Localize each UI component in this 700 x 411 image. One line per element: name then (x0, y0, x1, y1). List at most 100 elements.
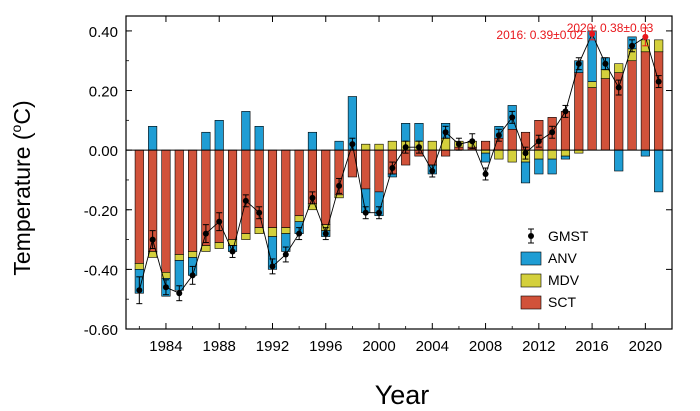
legend-swatch-anv (520, 251, 542, 266)
bar-sct-2008 (481, 140, 491, 151)
legend-label-mdv: MDV (548, 272, 580, 288)
bar-anv-1987 (201, 131, 211, 151)
gmst-point-2003 (415, 144, 422, 151)
x-tick-label: 2000 (362, 338, 395, 355)
x-tick-label: 1984 (149, 338, 182, 355)
gmst-point-2015 (575, 60, 582, 67)
y-tick-label: -0.60 (84, 322, 118, 339)
x-tick-label: 1992 (256, 338, 289, 355)
gmst-point-1993 (282, 251, 289, 258)
gmst-point-2019 (629, 42, 636, 49)
bar-mdv-2021 (654, 39, 664, 53)
bars-group (134, 30, 664, 297)
gmst-point-1995 (309, 194, 316, 201)
bar-mdv-1991 (254, 227, 264, 234)
bar-sct-2015 (574, 72, 584, 151)
legend-gmst-marker (528, 233, 534, 239)
gmst-point-1989 (229, 248, 236, 255)
y-axis: -0.60 -0.40 -0.20 0.00 0.20 0.40 (84, 24, 672, 339)
gmst-point-2007 (469, 138, 476, 145)
bar-sct-1985 (174, 149, 184, 255)
x-tick-label: 2012 (522, 338, 555, 355)
bar-sct-1984 (161, 149, 171, 273)
bar-anv-2003 (414, 123, 424, 142)
bar-sct-2017 (600, 78, 610, 151)
gmst-point-2009 (495, 132, 502, 139)
y-tick-label: 0.40 (89, 24, 118, 41)
bar-mdv-1986 (188, 251, 198, 258)
gmst-point-1998 (349, 141, 356, 148)
bar-anv-2008 (481, 152, 491, 163)
bar-mdv-1992 (267, 227, 278, 237)
bar-mdv-2018 (614, 63, 624, 73)
bar-mdv-1982 (134, 263, 144, 270)
bar-mdv-1993 (281, 227, 291, 234)
bar-sct-1994 (294, 149, 304, 217)
bar-sct-1986 (188, 149, 198, 252)
gmst-point-2006 (455, 141, 462, 148)
bar-sct-2016 (587, 87, 597, 151)
annotation-2016: 2016: 0.39±0.02 (496, 28, 583, 42)
x-axis-title: Year (375, 380, 430, 410)
x-tick-label: 2004 (416, 338, 449, 355)
legend-label-anv: ANV (548, 250, 577, 266)
bar-anv-1983 (148, 125, 158, 151)
gmst-point-1991 (256, 209, 263, 216)
gmst-point-2005 (442, 129, 449, 136)
gmst-point-2012 (535, 138, 542, 145)
x-tick-label: 2016 (575, 338, 608, 355)
bar-mdv-2004 (427, 140, 437, 151)
bar-sct-1992 (267, 149, 278, 228)
bar-mdv-2009 (494, 149, 504, 160)
gmst-point-2021 (655, 78, 662, 85)
gmst-point-1986 (189, 272, 196, 279)
bar-anv-1995 (307, 131, 317, 151)
legend-swatch-mdv (520, 273, 542, 288)
gmst-point-1996 (322, 230, 329, 237)
y-axis-title-text: Temperature ( (9, 132, 35, 276)
y-tick-label: 0.00 (89, 143, 118, 160)
gmst-line (138, 32, 660, 294)
y-axis-title-sup: o (8, 124, 24, 132)
bar-mdv-1987 (201, 245, 211, 252)
gmst-point-2013 (549, 129, 556, 136)
bar-anv-2011 (520, 161, 531, 184)
y-tick-label: 0.20 (89, 84, 118, 101)
gmst-point-1987 (202, 230, 209, 237)
gmst-point-1994 (296, 230, 303, 237)
legend-label-gmst: GMST (548, 228, 589, 244)
bar-sct-2021 (654, 51, 664, 151)
bar-sct-1990 (241, 149, 251, 234)
gmst-point-2011 (522, 150, 529, 157)
legend: GMST ANV MDV SCT (520, 228, 589, 310)
gmst-point-2016 (589, 30, 596, 37)
bar-sct-2010 (507, 128, 517, 151)
gmst-point-1985 (176, 290, 183, 297)
gmst-point-2008 (482, 170, 489, 177)
bar-sct-1993 (281, 149, 291, 228)
gmst-point-1997 (336, 182, 343, 189)
bar-mdv-2012 (534, 149, 544, 160)
bar-mdv-1994 (294, 215, 304, 222)
bar-anv-1990 (241, 111, 251, 151)
bar-mdv-2000 (374, 143, 384, 151)
y-axis-title: Temperature (oC) (8, 100, 35, 275)
bar-mdv-1999 (361, 143, 371, 151)
gmst-point-1983 (149, 236, 156, 243)
gmst-point-1999 (362, 209, 369, 216)
legend-swatch-sct (520, 295, 542, 310)
annotation-2020: 2020: 0.38±0.03 (567, 21, 654, 35)
gmst-point-1988 (216, 218, 223, 225)
gmst-point-2002 (402, 144, 409, 151)
gmst-point-2000 (376, 209, 383, 216)
x-tick-label: 2020 (629, 338, 662, 355)
bar-anv-2014 (560, 155, 571, 160)
bar-anv-1997 (334, 140, 344, 151)
gmst-point-1992 (269, 263, 276, 270)
bar-mdv-2001 (387, 140, 397, 151)
y-tick-label: -0.40 (84, 262, 118, 279)
gmst-point-2010 (509, 114, 516, 121)
bar-anv-1991 (254, 125, 264, 151)
